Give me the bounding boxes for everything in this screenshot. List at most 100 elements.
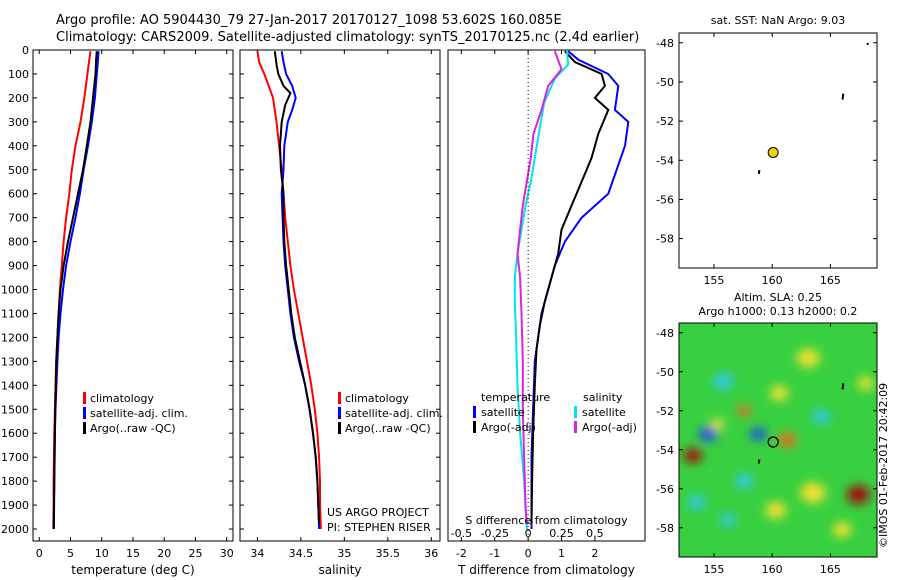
legend-swatch	[83, 422, 86, 434]
series-line-argorawqc	[52, 51, 98, 530]
y-tick-label: -52	[656, 115, 674, 128]
legend-swatch	[574, 421, 577, 433]
y-tick-label: 800	[8, 236, 29, 249]
y-tick-label: 400	[8, 140, 29, 153]
x-tick-label: 155	[703, 563, 724, 576]
x-tick-label: 35.5	[376, 547, 401, 560]
legend-label: Argo(..raw -QC)	[345, 422, 431, 435]
legend-label: Argo(-adj)	[582, 421, 637, 434]
sla-anomaly-cell	[712, 373, 734, 390]
y-tick-label: 1400	[1, 379, 29, 392]
y-tick-label: -50	[656, 366, 674, 379]
y-tick-label: 600	[8, 188, 29, 201]
sst-map-panel: 155 160 165 -48 -50 -52 -54 -56 -58 sat. SST: NaN…	[656, 14, 878, 287]
s-tick-label: -0.25	[481, 527, 509, 540]
series-line-satellite	[513, 51, 570, 530]
sla-anomaly-cell	[811, 409, 831, 425]
y-tick-label: 1100	[1, 307, 29, 320]
sla-anomaly-cell	[683, 448, 703, 464]
sla-map-title: Altim. SLA: 0.25	[734, 291, 822, 304]
legend-label: Argo(-adj)	[481, 421, 536, 434]
sla-anomaly-cell	[778, 432, 797, 448]
y-tick-label: 900	[8, 260, 29, 273]
y-tick-label: 200	[8, 92, 29, 105]
x-tick-label: 30	[220, 547, 234, 560]
sla-anomaly-cell	[800, 482, 826, 503]
sla-anomaly-cell	[719, 513, 737, 527]
y-tick-label: -52	[656, 405, 674, 418]
x-tick-label: 25	[189, 547, 203, 560]
sla-anomaly-cell	[750, 427, 767, 441]
sla-map-panel: 155 160 165 -48 -50 -52 -54 -56 -58 Altim. SLA: 0…	[656, 291, 878, 576]
y-tick-label: 1500	[1, 403, 29, 416]
legend-swatch	[338, 392, 341, 404]
sla-anomaly-cell	[857, 376, 874, 390]
map-frame	[678, 32, 878, 269]
y-tick-label: 1900	[1, 499, 29, 512]
y-tick-label: 1000	[1, 284, 29, 297]
x-tick-label: 35	[337, 547, 351, 560]
legend-label: climatology	[90, 392, 154, 405]
sla-anomaly-cell	[796, 348, 820, 368]
series-line-climatology	[256, 51, 322, 530]
x-axis-label: salinity	[318, 563, 361, 577]
x-tick-label: 36	[424, 547, 438, 560]
profile-panel-3: -2 -1 0 1 2 T difference from climatology -0.5…	[447, 49, 646, 577]
legend-label: satellite-adj. clim.	[90, 407, 188, 420]
annotation-pi: PI: STEPHEN RISER	[327, 521, 431, 534]
x-tick-label: -1	[489, 547, 500, 560]
y-tick-label: -56	[656, 483, 674, 496]
y-tick-label: -50	[656, 76, 674, 89]
legend-swatch	[473, 421, 476, 433]
sla-anomaly-cell	[769, 385, 789, 401]
series-line-argorawqc	[273, 51, 321, 525]
x-tick-label: 165	[820, 563, 841, 576]
sla-anomaly-cell	[710, 418, 725, 430]
s-tick-label: 0	[525, 527, 532, 540]
x-tick-label: 160	[762, 563, 783, 576]
legend-label: Argo(..raw -QC)	[90, 422, 176, 435]
y-tick-label: 1700	[1, 451, 29, 464]
y-tick-label: 0	[22, 44, 29, 57]
sla-anomaly-cell	[832, 522, 852, 538]
header-line-1: Argo profile: AO 5904430_79 27-Jan-2017 …	[56, 13, 562, 28]
x-tick-label: 0	[36, 547, 43, 560]
y-tick-label: -58	[656, 522, 674, 535]
series-line-argoadj	[516, 50, 563, 525]
x-tick-label: 2	[591, 547, 598, 560]
float-track	[841, 383, 845, 390]
x-tick-label: 34.5	[289, 547, 314, 560]
legend-swatch	[473, 406, 476, 418]
y-tick-label: 1600	[1, 427, 29, 440]
legend-swatch	[83, 407, 86, 419]
sla-anomaly-cell	[698, 426, 718, 442]
s-tick-label: 0.25	[549, 527, 574, 540]
y-tick-label: 100	[8, 68, 29, 81]
y-tick-label: 1300	[1, 355, 29, 368]
x-tick-label: 155	[703, 274, 724, 287]
plot-frame	[239, 49, 441, 542]
x-tick-label: 34	[250, 547, 264, 560]
y-tick-label: 1200	[1, 331, 29, 344]
y-tick-label: 2000	[1, 523, 29, 536]
x-tick-label: 0	[525, 547, 532, 560]
series-line-argoadj	[530, 50, 610, 525]
profile-panel-2: 34 34.5 35 35.5 36 salinity climatology satelli…	[239, 49, 443, 577]
y-tick-label: -48	[656, 327, 674, 340]
x-axis-label: T difference from climatology	[457, 563, 635, 577]
legend-header-salinity: salinity	[583, 391, 623, 404]
heatmap-anomaly-layer	[683, 348, 874, 538]
legend-label: climatology	[345, 392, 409, 405]
float-track	[757, 169, 761, 175]
sla-anomaly-cell	[687, 494, 706, 510]
x-tick-label: -2	[456, 547, 467, 560]
profile-location-marker	[767, 436, 779, 448]
annotation-project: US ARGO PROJECT	[327, 506, 429, 519]
s-tick-label: 0.5	[586, 527, 604, 540]
map-frame	[678, 322, 878, 558]
y-tick-label: -56	[656, 193, 674, 206]
profile-panel-1: 0100200300400500600700800900100011001200…	[1, 44, 234, 577]
x-axis-label: temperature (deg C)	[71, 563, 194, 577]
profile-location-marker	[767, 146, 779, 158]
